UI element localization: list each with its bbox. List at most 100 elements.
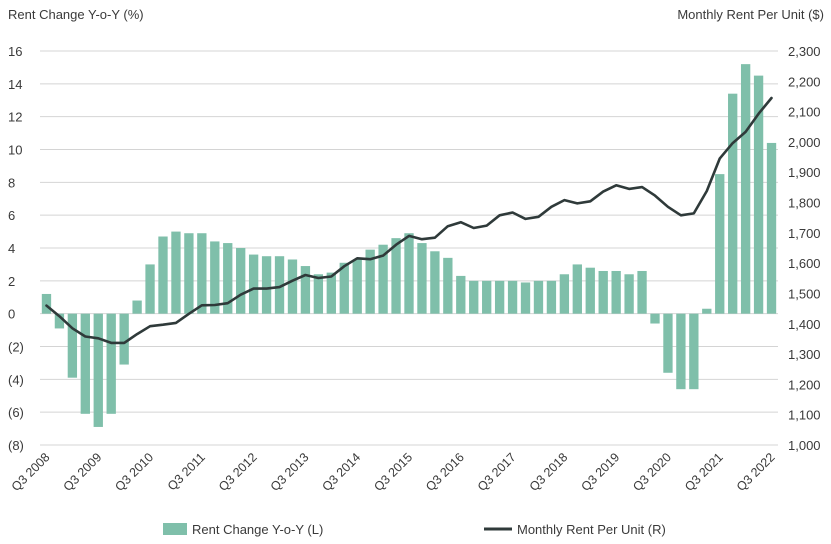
left-tick-label: 6 <box>8 208 15 223</box>
bar <box>67 313 78 378</box>
gridlines <box>40 50 778 446</box>
x-tick-label: Q3 2014 <box>320 450 364 494</box>
bar <box>689 313 699 390</box>
x-tick-label: Q3 2011 <box>165 450 208 493</box>
right-tick-label: 2,300 <box>788 44 821 59</box>
bar <box>624 274 634 314</box>
bar <box>287 259 298 314</box>
bar <box>740 64 751 314</box>
bar <box>352 259 362 314</box>
bar <box>106 313 116 414</box>
bar <box>520 282 531 314</box>
x-tick-label: Q3 2020 <box>630 450 674 494</box>
bar <box>507 280 518 314</box>
left-tick-label: (6) <box>8 405 24 420</box>
bar <box>637 270 647 314</box>
right-tick-label: 2,200 <box>788 74 821 89</box>
left-tick-label: 10 <box>8 143 22 158</box>
bar <box>326 272 336 314</box>
bar <box>261 256 272 314</box>
right-tick-label: 1,700 <box>788 226 821 241</box>
x-tick-label: Q3 2013 <box>268 450 312 494</box>
bar <box>184 233 194 314</box>
legend: Rent Change Y-o-Y (L) Monthly Rent Per U… <box>163 522 666 537</box>
bar <box>417 243 427 314</box>
left-axis-title: Rent Change Y-o-Y (%) <box>8 7 144 22</box>
legend-label-bars: Rent Change Y-o-Y (L) <box>192 522 323 537</box>
bar <box>663 313 673 373</box>
right-tick-label: 1,600 <box>788 256 821 271</box>
bar <box>171 231 181 314</box>
bar <box>378 244 388 314</box>
bar <box>430 251 440 314</box>
legend-label-line: Monthly Rent Per Unit (R) <box>517 522 666 537</box>
right-tick-label: 2,100 <box>788 105 821 120</box>
bar <box>443 257 453 314</box>
bar <box>404 233 414 314</box>
axes: 16 14 12 10 8 6 4 2 0 (2) (4) (6) (8) 2,300 2,200 2,100… <box>8 44 821 494</box>
right-axis-title: Monthly Rent Per Unit ($) <box>677 7 824 22</box>
x-tick-label: Q3 2009 <box>61 450 105 494</box>
bar <box>533 280 544 314</box>
bar <box>313 274 324 314</box>
legend-swatch-bars <box>163 523 187 535</box>
right-tick-label: 1,400 <box>788 317 821 332</box>
bar <box>753 75 764 314</box>
bar <box>728 93 738 314</box>
left-tick-label: 16 <box>8 44 22 59</box>
bar <box>54 313 65 329</box>
right-tick-label: 1,100 <box>788 408 821 423</box>
left-tick-label: 14 <box>8 77 22 92</box>
bar <box>598 270 608 314</box>
bar <box>585 267 595 314</box>
bar <box>339 262 349 314</box>
x-tick-label: Q3 2010 <box>112 450 156 494</box>
x-tick-label: Q3 2017 <box>475 450 519 494</box>
x-tick-label: Q3 2008 <box>9 450 53 494</box>
bar <box>223 243 233 314</box>
bar <box>80 313 90 414</box>
left-tick-label: (8) <box>8 438 24 453</box>
bar <box>546 280 557 314</box>
right-tick-label: 1,800 <box>788 196 821 211</box>
bar <box>469 280 479 314</box>
bar <box>132 300 142 314</box>
x-tick-label: Q3 2018 <box>527 450 571 494</box>
left-tick-label: 0 <box>8 307 15 322</box>
bar <box>41 293 52 314</box>
right-tick-label: 2,000 <box>788 135 821 150</box>
x-tick-label: Q3 2019 <box>578 450 622 494</box>
x-tick-label: Q3 2015 <box>371 450 415 494</box>
bar <box>236 248 246 314</box>
bar <box>158 236 168 314</box>
x-tick-label: Q3 2021 <box>682 450 726 494</box>
right-tick-label: 1,900 <box>788 165 821 180</box>
left-tick-label: 4 <box>8 241 15 256</box>
left-tick-label: 2 <box>8 274 15 289</box>
bar <box>248 254 259 314</box>
line-series <box>45 96 773 345</box>
bar <box>119 313 129 365</box>
right-tick-label: 1,000 <box>788 438 821 453</box>
bar <box>702 308 712 314</box>
right-tick-label: 1,200 <box>788 377 821 392</box>
bar <box>145 264 155 314</box>
right-tick-label: 1,300 <box>788 347 821 362</box>
bar <box>210 241 220 314</box>
bar <box>494 280 505 314</box>
bar <box>93 313 103 427</box>
bar <box>559 274 570 314</box>
bar <box>365 249 375 314</box>
x-tick-label: Q3 2012 <box>216 450 260 494</box>
bar <box>391 238 401 314</box>
x-tick-label: Q3 2016 <box>423 450 467 494</box>
bar <box>300 266 311 314</box>
bar <box>611 270 621 314</box>
bar <box>766 142 777 314</box>
bar <box>197 233 207 314</box>
left-tick-label: 12 <box>8 110 22 125</box>
bar <box>274 256 285 314</box>
x-tick-label: Q3 2022 <box>734 450 778 494</box>
bar <box>482 280 492 314</box>
